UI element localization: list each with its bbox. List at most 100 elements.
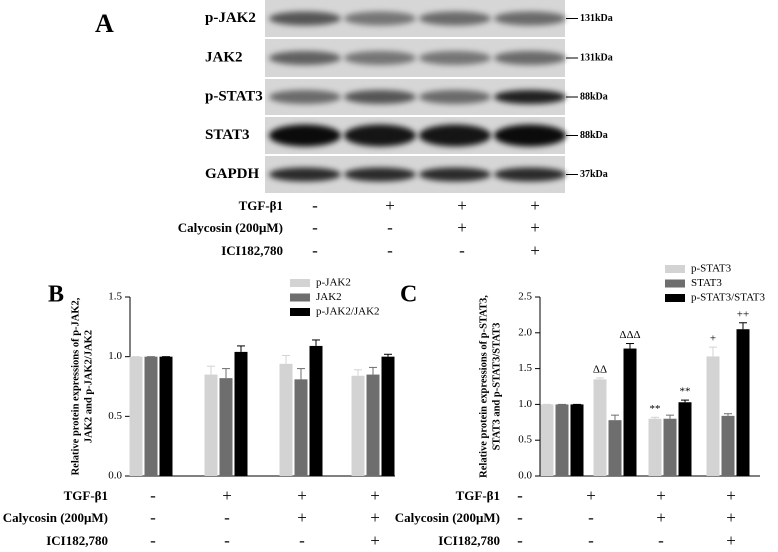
significance-marker: +	[710, 333, 716, 345]
treatment-sign: -	[517, 486, 523, 505]
blot-band	[344, 51, 416, 65]
bar	[736, 329, 750, 476]
treatment-sign: +	[530, 196, 540, 215]
significance-marker: ++	[737, 308, 749, 320]
treatment-sign: -	[224, 531, 230, 550]
treatment-label: ICI182,780	[438, 533, 500, 548]
error-bar	[384, 353, 392, 357]
treatment-sign: +	[656, 508, 666, 527]
treatment-label: ICI182,780	[221, 243, 283, 258]
treatment-sign: -	[459, 241, 465, 260]
bar	[351, 375, 365, 476]
band-label: STAT3	[205, 127, 249, 143]
blot-band	[419, 124, 491, 147]
bar	[219, 378, 233, 476]
y-tick-label: 2.5	[518, 291, 532, 303]
bar	[540, 404, 554, 476]
bar	[294, 379, 308, 476]
treatment-sign: -	[150, 508, 156, 527]
band-label: p-JAK2	[205, 10, 256, 26]
size-label: 131kDa	[580, 52, 613, 63]
blot-band	[344, 11, 416, 26]
error-bar	[207, 365, 215, 375]
blot-band	[494, 51, 566, 65]
treatment-sign: +	[530, 218, 540, 237]
bar	[381, 356, 395, 476]
treatment-sign: +	[726, 531, 736, 550]
treatment-sign: +	[385, 196, 395, 215]
blot-band	[269, 11, 341, 26]
treatment-label: TGF-β1	[456, 488, 500, 503]
legend-swatch	[290, 293, 310, 302]
bar	[623, 348, 637, 476]
error-bar	[312, 339, 320, 346]
legend-label: p-JAK2	[316, 277, 351, 289]
band-label: GAPDH	[205, 166, 259, 182]
treatment-sign: +	[297, 486, 307, 505]
y-tick-label: 0.5	[108, 410, 122, 422]
error-bar	[739, 322, 747, 330]
blot-band	[344, 124, 416, 147]
size-label: 131kDa	[580, 13, 613, 24]
significance-marker: **	[680, 386, 691, 398]
y-axis-label: Relative protein expressions of p-JAK2,	[70, 297, 81, 475]
treatment-sign: -	[658, 531, 664, 550]
treatment-sign: +	[297, 508, 307, 527]
y-tick-label: 0.0	[108, 470, 122, 482]
error-bar	[626, 343, 634, 349]
blot-band	[269, 124, 341, 147]
y-tick-label: 2.0	[518, 326, 532, 338]
treatment-sign: +	[457, 218, 467, 237]
legend-label: JAK2	[316, 291, 342, 303]
size-label: 37kDa	[580, 169, 608, 180]
bar	[204, 374, 218, 476]
significance-marker: ΔΔ	[593, 363, 607, 375]
y-tick-label: 1.0	[518, 398, 532, 410]
treatment-sign: +	[656, 486, 666, 505]
treatment-sign: -	[312, 218, 318, 237]
blot-band	[419, 51, 491, 65]
legend-label: p-STAT3	[691, 263, 732, 275]
treatment-label: Calycosin (200μM)	[178, 220, 283, 235]
bar	[706, 356, 720, 476]
y-axis-label: JAK2 and p-JAK2/JAK2	[83, 330, 94, 443]
legend-swatch	[290, 279, 310, 287]
blot-band	[269, 167, 341, 182]
treatment-label: Calycosin (200μM)	[395, 510, 500, 525]
blot-band	[494, 167, 566, 182]
panel-label: B	[48, 282, 64, 308]
bar	[279, 363, 293, 476]
legend-swatch	[290, 308, 310, 316]
bar	[144, 356, 158, 476]
bar	[129, 356, 143, 476]
bar	[608, 420, 622, 476]
treatment-sign: -	[312, 241, 318, 260]
treatment-sign: -	[517, 531, 523, 550]
size-label: 88kDa	[580, 130, 608, 141]
treatment-sign: -	[517, 508, 523, 527]
treatment-sign: -	[224, 508, 230, 527]
treatment-sign: -	[150, 486, 156, 505]
y-tick-label: 1.5	[108, 291, 122, 303]
error-bar	[297, 368, 305, 380]
significance-marker: **	[650, 403, 661, 415]
bar	[366, 374, 380, 476]
treatment-sign: +	[457, 196, 467, 215]
treatment-sign: -	[588, 531, 594, 550]
legend-swatch	[665, 279, 685, 288]
treatment-sign: -	[150, 531, 156, 550]
legend-label: p-STAT3/STAT3	[691, 292, 766, 304]
y-tick-label: 1.0	[108, 350, 122, 362]
treatment-label: TGF-β1	[64, 488, 108, 503]
blot-band	[269, 90, 341, 104]
blot-band	[269, 51, 341, 65]
error-bar	[681, 399, 689, 403]
y-tick-label: 1.5	[518, 362, 532, 374]
bar	[159, 356, 173, 476]
error-bar	[666, 414, 674, 419]
error-bar	[651, 416, 659, 419]
y-tick-label: 0.5	[518, 434, 532, 446]
treatment-sign: +	[530, 241, 540, 260]
treatment-sign: -	[387, 218, 393, 237]
legend-swatch	[665, 294, 685, 302]
